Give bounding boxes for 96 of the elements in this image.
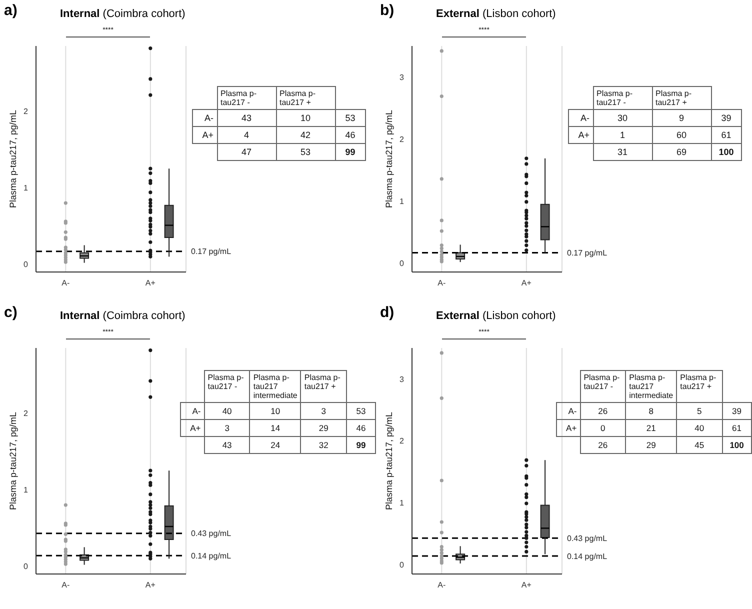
data-label: 53 — [335, 110, 366, 126]
data-label: 9 — [652, 110, 711, 126]
chart-title: External (Lisbon cohort) — [436, 8, 556, 20]
x-tick-label: Plasma p-tau217 - — [580, 370, 626, 402]
x-tick-label: Plasma p-tau217 + — [652, 86, 711, 110]
text: c) — [4, 304, 18, 321]
x-tick-label: Plasma p-tau217 + — [300, 370, 346, 402]
data-label: 61 — [711, 126, 742, 144]
count-table: Plasma p-tau217 - Plasma p-tau217 intermediate Plasma p-tau217 + A- 40 10 3 53 A+ 3 14 29 46 43 24 32 99 — [180, 370, 376, 454]
data-label: 8 — [626, 402, 677, 420]
data-label: 3 — [204, 420, 250, 436]
x-tick-label: Plasma p-tau217 - — [593, 86, 652, 110]
data-label: 39 — [722, 402, 752, 420]
y-tick-label: 3 — [400, 72, 405, 82]
data-label: 26 — [580, 436, 626, 454]
data-label: 10 — [276, 110, 335, 126]
ref-line-label: 0.14 pg/mL — [191, 551, 232, 560]
data-label: 29 — [300, 420, 346, 436]
data-label: 14 — [250, 420, 301, 436]
data-label: 53 — [346, 402, 376, 420]
x-tick-label: Plasma p-tau217 - — [217, 86, 276, 110]
data-label: 45 — [676, 436, 722, 454]
y-tick-label: 2 — [24, 106, 29, 116]
ref-line-label: 0.17 pg/mL — [567, 248, 608, 258]
ref-line-label: 0.17 pg/mL — [191, 247, 232, 256]
data-label: 1 — [593, 126, 652, 144]
data-label: 47 — [217, 144, 276, 160]
data-label: 0 — [580, 420, 626, 436]
data-label: 39 — [711, 110, 742, 126]
x-tick-label: Plasma p-tau217 + — [276, 86, 335, 110]
y-axis-title: Plasma p-tau217, pg/mL — [8, 412, 18, 510]
data-label: 99 — [346, 436, 376, 454]
x-tick-label: A+ — [521, 580, 532, 590]
data-label: 53 — [276, 144, 335, 160]
x-tick-label: Plasma p-tau217 + — [676, 370, 722, 402]
ref-line-label: 0.14 pg/mL — [567, 552, 608, 561]
y-tick-label: 0 — [24, 562, 29, 572]
y-tick-label: 1 — [24, 486, 29, 495]
y-axis-title: Plasma p-tau217, pg/mL — [384, 412, 394, 510]
data-label: 5 — [676, 402, 722, 420]
y-tick-label: 0 — [24, 260, 29, 270]
y-tick-label: 1 — [400, 498, 405, 508]
data-label: 40 — [204, 402, 250, 420]
text: b) — [380, 2, 394, 19]
text: a) — [4, 2, 18, 19]
data-label: 29 — [626, 436, 677, 454]
y-tick-label: 1 — [24, 184, 29, 193]
y-tick-label: 3 — [400, 374, 405, 384]
data-label: 21 — [626, 420, 677, 436]
data-label: 3 — [300, 402, 346, 420]
y-tick-label: 2 — [400, 134, 405, 144]
data-label: 100 — [711, 144, 742, 160]
ref-line-label: 0.43 pg/mL — [567, 534, 608, 543]
y-tick-label: 1 — [400, 197, 405, 206]
y-tick-label: 0 — [400, 259, 405, 268]
data-label: 46 — [335, 126, 366, 144]
data-label: 10 — [250, 402, 301, 420]
y-tick-label: 2 — [24, 408, 29, 418]
text: d) — [380, 304, 394, 321]
x-tick-label: A+ — [145, 278, 156, 288]
count-table: Plasma p-tau217 - Plasma p-tau217 intermediate Plasma p-tau217 + A- 26 8 5 39 A+ 0 21 40 61 26 29 45 100 — [556, 370, 752, 454]
chart-title: External (Lisbon cohort) — [436, 310, 556, 322]
x-tick-label: A- — [62, 278, 70, 288]
x-tick-label: A- — [438, 278, 446, 288]
data-label: 99 — [335, 144, 366, 160]
data-label: 24 — [250, 436, 301, 454]
chart-title: Internal (Coimbra cohort) — [60, 8, 186, 20]
data-label: 69 — [652, 144, 711, 160]
data-label: 43 — [217, 110, 276, 126]
data-label: 32 — [300, 436, 346, 454]
y-axis-title: Plasma p-tau217, pg/mL — [8, 110, 18, 208]
x-tick-label: Plasma p-tau217 intermediate — [250, 370, 301, 402]
data-label: 40 — [676, 420, 722, 436]
y-tick-label: 2 — [400, 436, 405, 446]
y-tick-label: 0 — [400, 560, 405, 570]
x-tick-label: A+ — [521, 278, 532, 288]
data-label: 26 — [580, 402, 626, 420]
x-tick-label: A+ — [145, 580, 156, 590]
data-label: 4 — [217, 126, 276, 144]
ref-line-label: 0.43 pg/mL — [191, 529, 232, 538]
x-tick-label: Plasma p-tau217 intermediate — [626, 370, 677, 402]
data-label: 43 — [204, 436, 250, 454]
count-table: Plasma p-tau217 - Plasma p-tau217 + A- 30 9 39 A+ 1 60 61 31 69 100 — [568, 86, 742, 161]
data-label: 60 — [652, 126, 711, 144]
x-tick-label: A- — [438, 580, 446, 590]
chart-title: Internal (Coimbra cohort) — [60, 310, 186, 322]
x-tick-label: A- — [62, 580, 70, 590]
x-tick-label: Plasma p-tau217 - — [204, 370, 250, 402]
data-label: 61 — [722, 420, 752, 436]
data-label: 31 — [593, 144, 652, 160]
data-label: 100 — [722, 436, 752, 454]
data-label: 46 — [346, 420, 376, 436]
count-table: Plasma p-tau217 - Plasma p-tau217 + A- 43 10 53 A+ 4 42 46 47 53 99 — [192, 86, 366, 161]
data-label: 30 — [593, 110, 652, 126]
data-label: 42 — [276, 126, 335, 144]
y-axis-title: Plasma p-tau217, pg/mL — [384, 110, 394, 208]
